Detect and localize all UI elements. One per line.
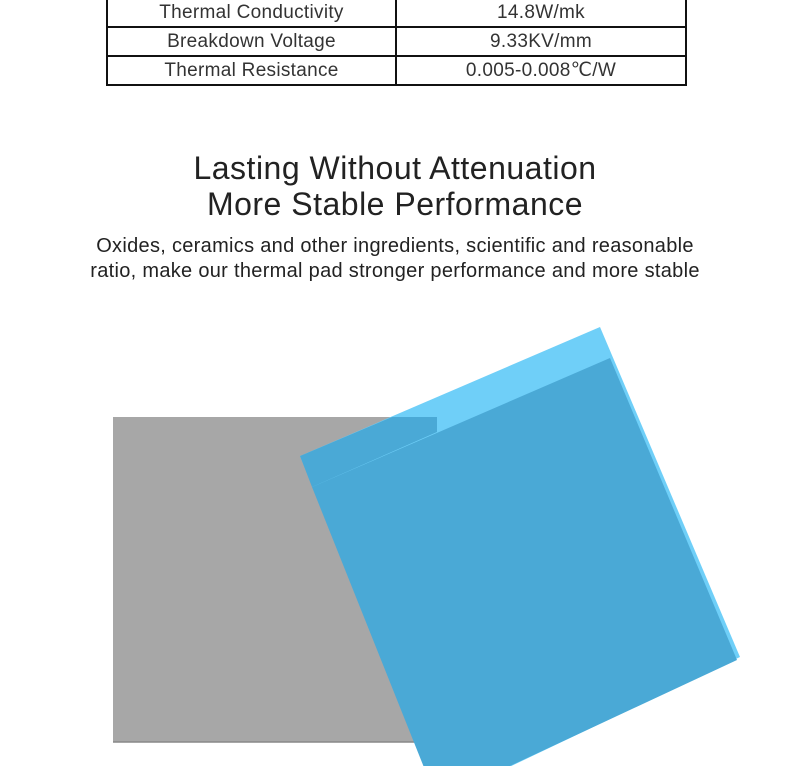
blue-thermal-pad — [312, 358, 737, 766]
headline-line-1: Lasting Without Attenuation — [193, 150, 597, 186]
blue-pad-overlap — [300, 417, 437, 487]
spec-table: Thermal Conductivity 14.8W/mk Breakdown … — [106, 0, 687, 86]
spec-property: Thermal Conductivity — [106, 0, 397, 28]
spec-value: 9.33KV/mm — [395, 26, 687, 57]
spec-property: Breakdown Voltage — [106, 26, 397, 57]
spec-value: 0.005-0.008℃/W — [395, 55, 687, 86]
table-row: Thermal Conductivity 14.8W/mk — [106, 0, 687, 28]
spec-property: Thermal Resistance — [106, 55, 397, 86]
headline-line-2: More Stable Performance — [206, 186, 584, 222]
description-line-2: ratio, make our thermal pad stronger per… — [90, 260, 700, 282]
table-row: Thermal Resistance 0.005-0.008℃/W — [106, 55, 687, 86]
spec-value: 14.8W/mk — [395, 0, 687, 28]
table-row: Breakdown Voltage 9.33KV/mm — [106, 26, 687, 57]
description-line-1: Oxides, ceramics and other ingredients, … — [96, 235, 694, 257]
